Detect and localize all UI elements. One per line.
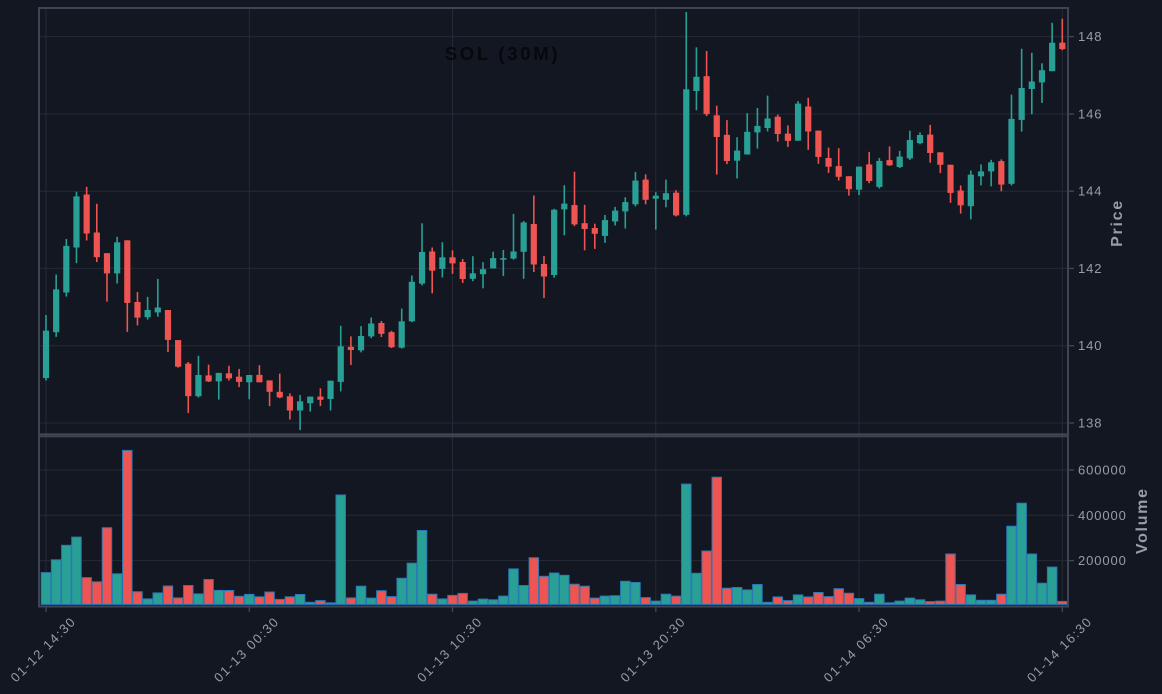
svg-text:140: 140: [1078, 338, 1102, 353]
svg-text:Price: Price: [1109, 199, 1126, 247]
svg-text:142: 142: [1078, 261, 1102, 276]
svg-text:400000: 400000: [1078, 508, 1127, 523]
svg-text:146: 146: [1078, 107, 1102, 122]
svg-text:600000: 600000: [1078, 463, 1127, 478]
svg-text:138: 138: [1078, 416, 1102, 431]
svg-text:200000: 200000: [1078, 553, 1127, 568]
svg-text:148: 148: [1078, 29, 1102, 44]
svg-text:144: 144: [1078, 184, 1102, 199]
svg-text:SOL (30M): SOL (30M): [445, 43, 560, 64]
svg-text:Volume: Volume: [1134, 487, 1151, 554]
